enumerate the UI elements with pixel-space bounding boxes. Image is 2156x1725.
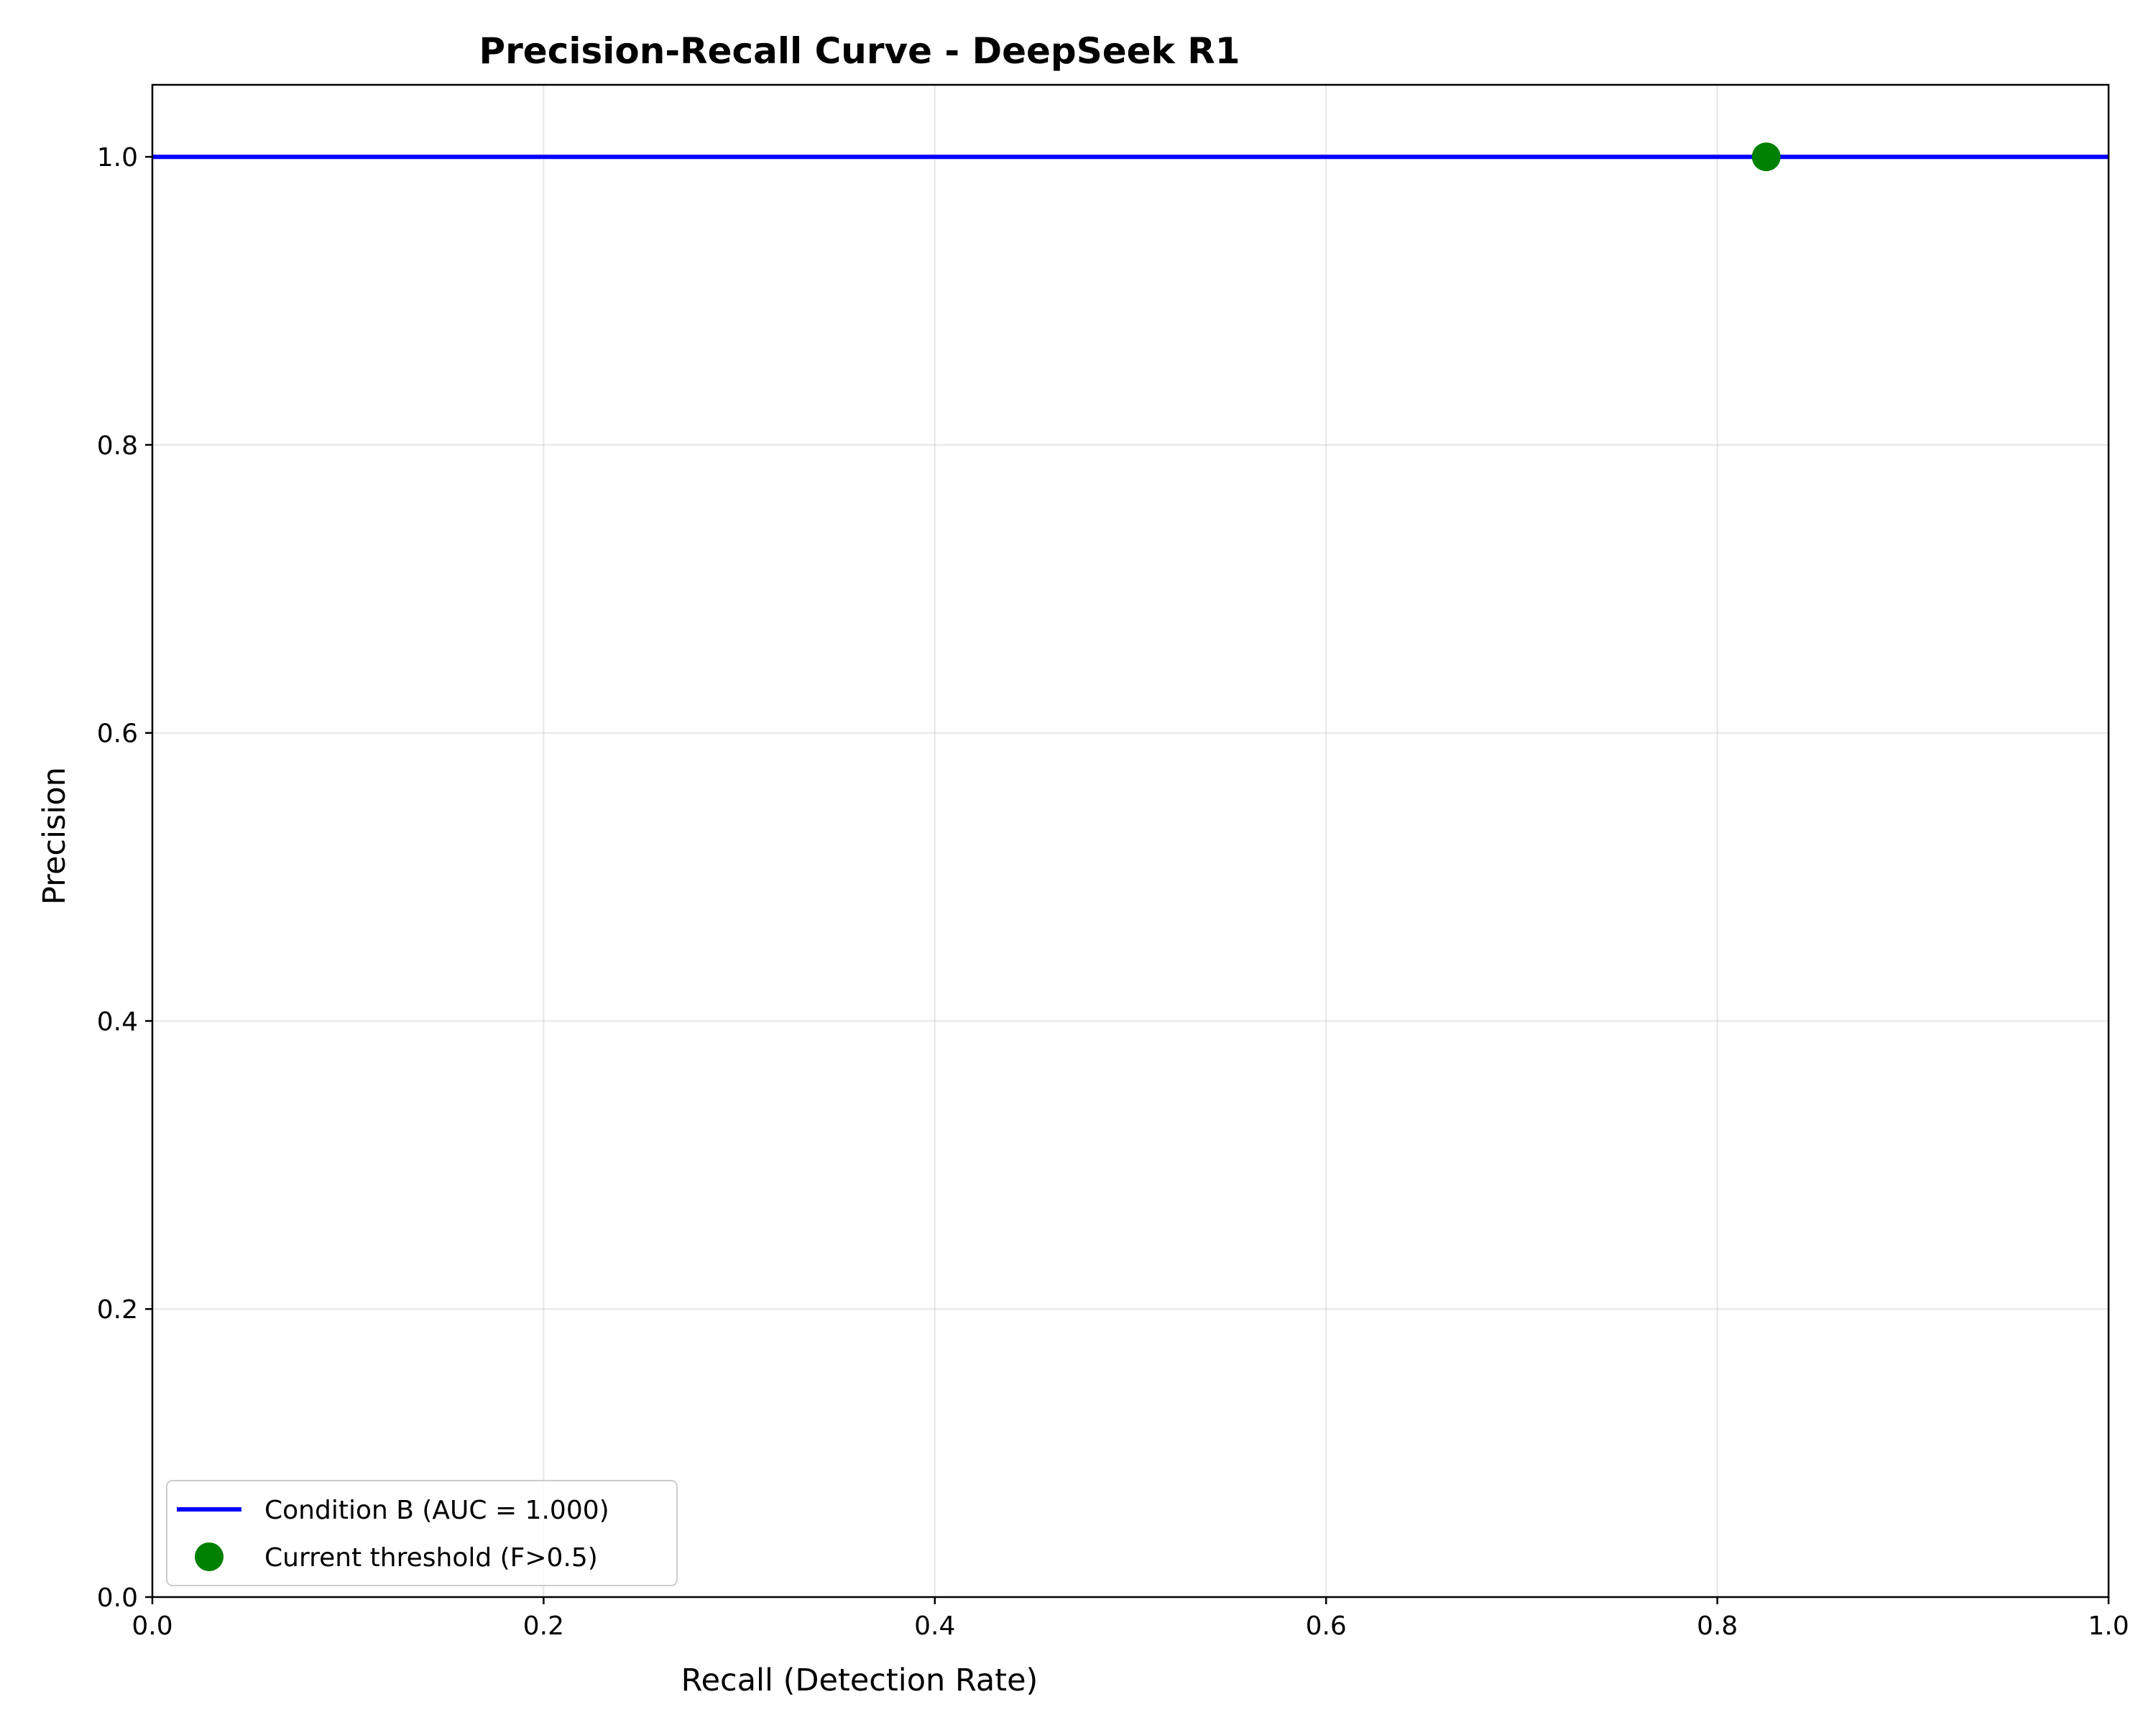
series-layer [152, 142, 2109, 172]
chart-title: Precision-Recall Curve - DeepSeek R1 [479, 30, 1240, 72]
x-tick-label: 0.6 [1306, 1611, 1347, 1641]
legend-entry-label: Condition B (AUC = 1.000) [264, 1496, 609, 1525]
y-tick-label: 0.4 [97, 1007, 138, 1036]
x-tick-label: 0.2 [523, 1611, 564, 1641]
y-tick-label: 0.8 [97, 431, 138, 461]
y-tick-label: 0.2 [97, 1295, 138, 1325]
x-axis-label: Recall (Detection Rate) [681, 1662, 1038, 1698]
y-axis-label: Precision [37, 767, 73, 905]
y-tick-label: 0.0 [97, 1583, 138, 1613]
y-tick-label: 0.6 [97, 719, 138, 749]
legend: Condition B (AUC = 1.000) Current thresho… [166, 1480, 678, 1586]
x-tick-label: 1.0 [2088, 1611, 2129, 1641]
plot-frame [151, 83, 2110, 1598]
legend-box [166, 1480, 678, 1586]
legend-marker-swatch [195, 1542, 224, 1571]
x-tick-label: 0.0 [132, 1611, 172, 1641]
ticks-layer: 0.0 0.2 0.4 0.6 0.8 1.0 0.0 0.2 0.4 0.6 0.8 1.0 [97, 143, 2129, 1641]
x-tick-label: 0.8 [1697, 1611, 1738, 1641]
threshold-marker [1751, 142, 1781, 172]
legend-entry-label: Current threshold (F>0.5) [264, 1543, 598, 1573]
x-tick-label: 0.4 [914, 1611, 955, 1641]
y-tick-label: 1.0 [97, 143, 138, 172]
